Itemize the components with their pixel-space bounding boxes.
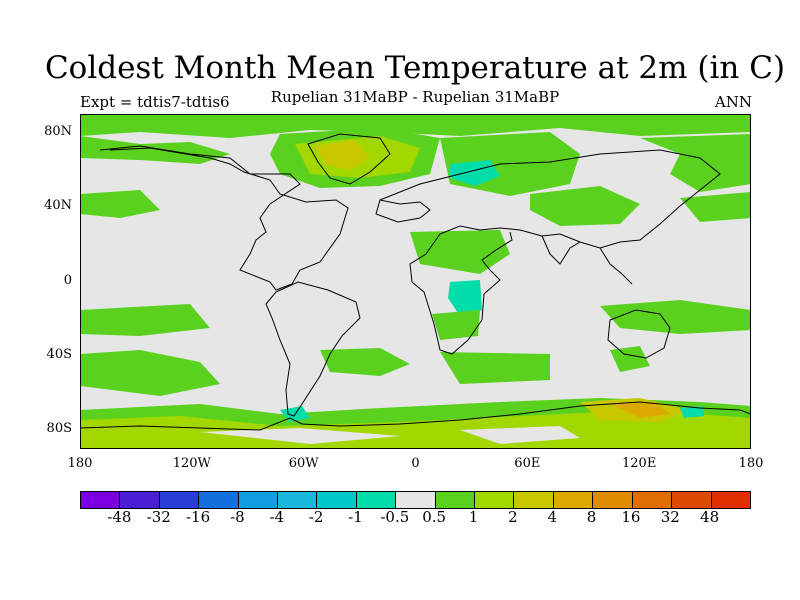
coastline <box>375 199 431 223</box>
colorbar-swatch <box>159 492 200 508</box>
colorbar-swatch <box>81 492 121 508</box>
colorbar-label: 16 <box>621 508 641 526</box>
colorbar-swatch <box>553 492 594 508</box>
colorbar-swatch <box>632 492 673 508</box>
longitude-tick-label: 180 <box>738 456 764 471</box>
colorbar-label: 0.5 <box>422 508 447 526</box>
longitude-tick-label: 60W <box>288 456 319 471</box>
colorbar-swatch <box>593 492 633 508</box>
field-region <box>680 192 751 222</box>
field-region <box>200 428 400 444</box>
field-region <box>450 160 500 186</box>
coastline <box>379 149 721 355</box>
field-region <box>640 134 751 192</box>
field-region <box>80 304 210 336</box>
colorbar-swatch <box>435 492 476 508</box>
colorbar-label: 32 <box>660 508 680 526</box>
colorbar-label: -2 <box>308 508 324 526</box>
coastline <box>307 133 391 185</box>
colorbar-label: 2 <box>508 508 518 526</box>
field-region <box>448 280 482 316</box>
map-subtitle: Rupelian 31MaBP - Rupelian 31MaBP <box>270 88 560 106</box>
colorbar-label: -8 <box>230 508 245 526</box>
colorbar-swatch <box>475 492 515 508</box>
latitude-tick-label: 40N <box>44 198 72 214</box>
coastline <box>599 247 633 285</box>
field-region <box>80 114 751 138</box>
field-region <box>80 136 230 164</box>
coastline <box>607 309 671 359</box>
field-region <box>80 350 220 396</box>
field-region <box>315 140 370 170</box>
longitude-tick-label: 60E <box>514 456 541 471</box>
field-region <box>530 186 640 226</box>
field-region <box>610 402 670 418</box>
field-region <box>80 190 160 218</box>
map-title: Coldest Month Mean Temperature at 2m (in… <box>44 50 786 86</box>
colorbar-swatch <box>672 492 712 508</box>
colorbar-swatch <box>317 492 357 508</box>
colorbar-label: -32 <box>146 508 171 526</box>
longitude-tick-label: 120E <box>622 456 657 471</box>
field-region <box>460 426 580 444</box>
longitude-tick-label: 180 <box>67 456 93 471</box>
field-region <box>432 310 480 340</box>
colorbar-swatch <box>514 492 554 508</box>
longitude-tick-label: 120W <box>172 456 211 471</box>
colorbar-label: 4 <box>547 508 557 526</box>
colorbar-label: 1 <box>468 508 479 526</box>
colorbar-swatch <box>396 492 436 508</box>
season-label: ANN <box>714 93 752 111</box>
colorbar-swatch <box>711 492 750 508</box>
colorbar-label: -0.5 <box>380 508 410 526</box>
experiment-label: Expt = tdtis7-tdtis6 <box>80 93 230 111</box>
coastline-layer <box>80 133 751 431</box>
longitude-tick-label: 0 <box>411 456 420 471</box>
colorbar-label: 48 <box>700 508 720 526</box>
field-region <box>610 346 650 372</box>
field-region <box>320 348 410 376</box>
colorbar-label: -4 <box>269 508 285 526</box>
map-plot-area <box>80 114 751 449</box>
map-canvas <box>80 114 751 449</box>
coastline <box>265 281 361 417</box>
latitude-tick-label: 80S <box>46 421 72 437</box>
colorbar <box>80 491 751 509</box>
colorbar-swatch <box>278 492 318 508</box>
colorbar-label: -16 <box>185 508 211 526</box>
field-region <box>440 352 550 384</box>
colorbar-swatch <box>238 492 279 508</box>
latitude-tick-label: 40S <box>46 346 72 362</box>
field-region <box>600 300 751 334</box>
latitude-tick-label: 0 <box>63 272 72 288</box>
coastline <box>541 235 581 265</box>
colorbar-label: -48 <box>107 508 132 526</box>
colorbar-swatch <box>120 492 160 508</box>
colorbar-swatch <box>356 492 397 508</box>
latitude-tick-label: 80N <box>44 123 72 139</box>
coastline <box>80 401 751 431</box>
coastline <box>99 145 349 291</box>
field-region <box>680 406 704 418</box>
colorbar-label: 8 <box>586 508 597 526</box>
field-region <box>80 410 751 449</box>
colorbar-swatch <box>199 492 239 508</box>
colorbar-label: -1 <box>348 508 363 526</box>
